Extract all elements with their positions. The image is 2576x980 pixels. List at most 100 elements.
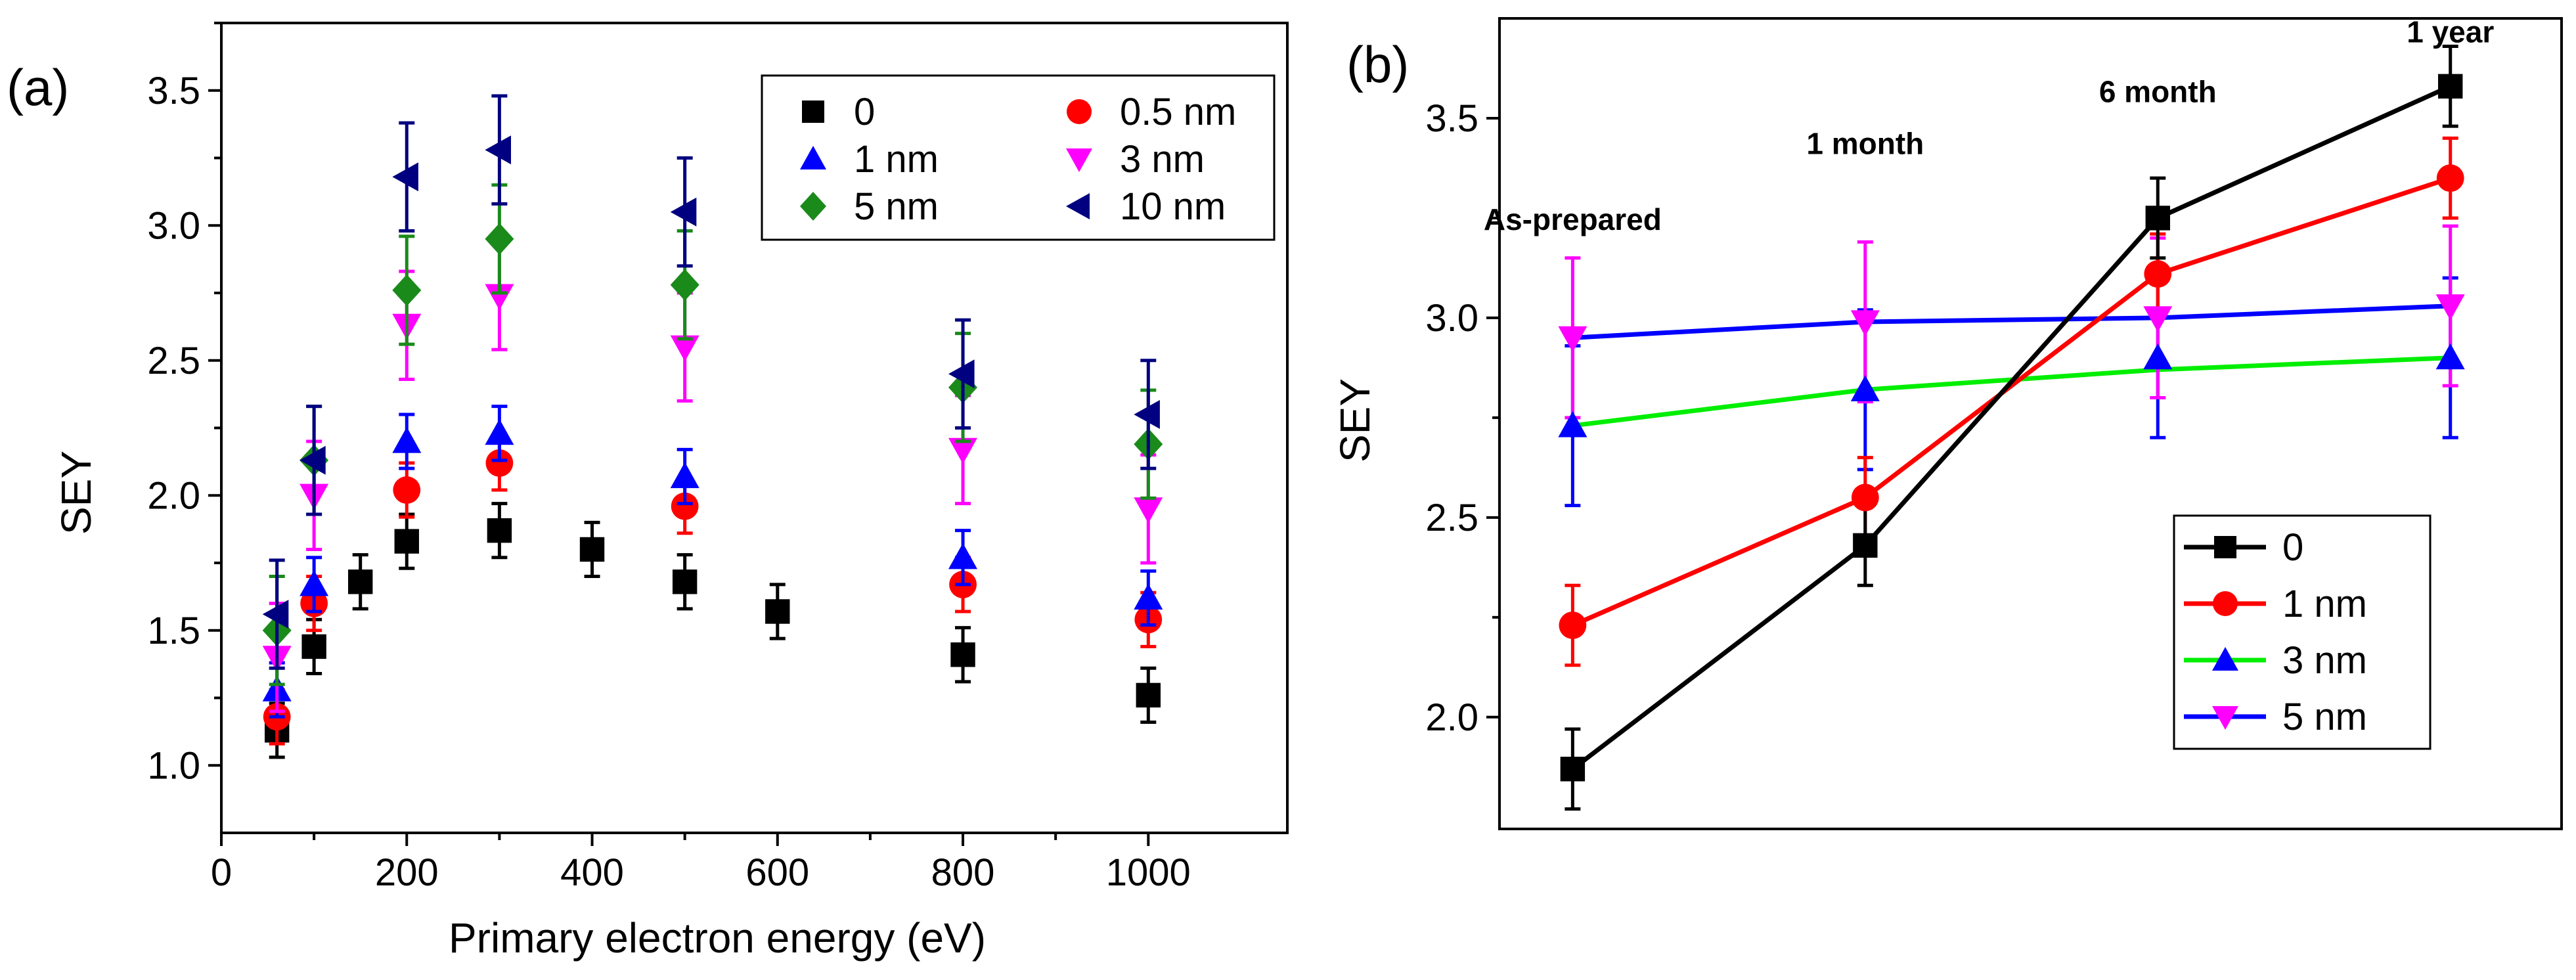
panel-b-data-point: [1850, 375, 1880, 401]
panel-a-y-tick-label: 3.5: [147, 70, 200, 112]
panel-b-legend-marker: [2212, 706, 2238, 730]
panel-a-x-tick-label: 400: [560, 851, 624, 894]
panel-b-series-line: [1572, 355, 2451, 428]
panel-a-data-point: [485, 449, 514, 477]
panel-b-data-point: [2143, 306, 2173, 332]
panel-b-series-line: [1571, 175, 2451, 628]
panel-a-x-tick-label: 0: [211, 851, 232, 894]
panel-a-series-4: [262, 183, 1163, 686]
panel-a-x-tick-label: 800: [931, 851, 995, 894]
panel-b-data-point: [1851, 483, 1879, 512]
panel-b-data-point: [2144, 260, 2172, 288]
panel-a-chart: (a) Primary electron energy (eV) SEY 0 20…: [7, 22, 1289, 962]
panel-a-data-point: [671, 492, 699, 520]
panel-b-legend-marker: [2213, 591, 2238, 616]
panel-b-y-axis-title: SEY: [1331, 378, 1379, 462]
panel-a-data-point: [1134, 400, 1160, 429]
panel-a-series-5: [262, 94, 1160, 670]
panel-a-legend-marker: [800, 192, 826, 221]
panel-a-data-point: [1136, 682, 1161, 708]
panel-a-data-point: [1134, 583, 1163, 610]
panel-b-annotation: As-prepared: [1484, 202, 1662, 236]
panel-a-series-0: [264, 502, 1161, 759]
panel-b-data-point: [1560, 757, 1586, 782]
panel-b-data-point: [2438, 74, 2463, 99]
panel-a-data-point: [300, 445, 326, 475]
panel-a-legend-marker: [800, 146, 826, 169]
panel-a-legend-box: [761, 74, 1276, 241]
panel-a-data-point: [765, 599, 790, 624]
panel-b-plot-frame: [1498, 17, 2563, 830]
panel-a-legend-marker: [1067, 99, 1092, 124]
panel-a-data-point: [301, 634, 326, 659]
panel-b-series-line: [1572, 303, 2451, 340]
panel-a-data-point: [485, 223, 514, 255]
panel-a-data-point: [392, 162, 418, 192]
panel-a-data-point: [950, 642, 975, 667]
panel-a-label: (a): [7, 58, 69, 116]
panel-a-data-point: [1134, 497, 1163, 523]
panel-a-legend-marker: [1066, 148, 1092, 172]
panel-a-x-tick-label: 600: [745, 851, 809, 894]
panel-b-legend-label: 0: [2282, 526, 2303, 569]
panel-b-data-point: [2435, 343, 2465, 370]
panel-a-data-point: [670, 335, 700, 362]
panel-b-legend-label: 3 nm: [2282, 639, 2367, 682]
panel-a-legend-label: 0.5 nm: [1120, 91, 1236, 133]
panel-a-data-point: [262, 600, 289, 629]
panel-a-data-point: [392, 427, 422, 453]
panel-b-legend-label: 1 nm: [2282, 583, 2367, 625]
panel-a-data-point: [948, 543, 977, 569]
panel-b-legend-marker: [2212, 647, 2238, 671]
panel-a-data-point: [948, 437, 977, 464]
panel-b-annotation: 1 month: [1806, 127, 1924, 161]
panel-b-data-point: [2435, 294, 2465, 321]
panel-a-legend-label: 10 nm: [1120, 185, 1226, 228]
panel-a-legend-label: 3 nm: [1120, 138, 1205, 181]
panel-b-series-line: [1571, 84, 2452, 771]
panel-a-data-point: [672, 569, 698, 594]
panel-a-y-tick-label: 1.0: [147, 744, 200, 787]
panel-a-x-axis-title: Primary electron energy (eV): [449, 914, 986, 962]
panel-a-legend-marker: [1066, 193, 1090, 219]
panel-b-y-tick-label: 2.0: [1425, 696, 1478, 739]
panel-b-data-point: [1558, 411, 1588, 437]
panel-b-label: (b): [1346, 35, 1409, 93]
panel-b-data-point: [1559, 612, 1587, 639]
panel-b-data-point: [1853, 533, 1878, 558]
panel-b-annotation: 6 month: [2099, 75, 2217, 109]
panel-a-data-point: [485, 284, 514, 311]
panel-a-data-point: [393, 476, 421, 504]
panel-a-y-tick-label: 3.0: [147, 204, 200, 247]
panel-b-legend-marker: [2214, 536, 2236, 558]
panel-a-data-point: [392, 274, 422, 307]
panel-b-y-tick-label: 3.5: [1425, 97, 1478, 140]
panel-a-data-point: [670, 197, 697, 227]
panel-a-series-2: [262, 405, 1163, 719]
panel-a-series-1: [263, 434, 1163, 746]
panel-a-data-point: [487, 518, 512, 543]
panel-a-y-tick-label: 1.5: [147, 610, 200, 652]
panel-a-data-point: [670, 269, 700, 301]
panel-a-series-3: [262, 240, 1163, 713]
panel-a-data-point: [670, 462, 700, 489]
panel-b-data-point: [2143, 343, 2173, 370]
panel-a-x-tick-label: 1000: [1106, 851, 1191, 894]
panel-a-data-point: [579, 537, 605, 562]
panel-b-annotation: 1 year: [2407, 14, 2494, 49]
panel-a-legend-label: 5 nm: [854, 185, 939, 228]
panel-a-y-tick-label: 2.5: [147, 340, 200, 382]
panel-b-data-point: [2145, 206, 2170, 231]
panel-b-data-point: [1850, 310, 1880, 336]
panel-a-data-point: [948, 359, 975, 389]
panel-a-legend-label: 0: [854, 91, 875, 133]
panel-a-y-axis-title: SEY: [53, 451, 100, 535]
panel-b-chart: (b) SEY 2.0 2.5 3.0 3.5 As-prepared 1 month 6 …: [1331, 14, 2563, 830]
panel-b-y-tick-label: 2.5: [1425, 497, 1478, 539]
panel-a-data-point: [485, 418, 514, 445]
panel-b-data-point: [2436, 164, 2464, 192]
panel-a-legend-label: 1 nm: [854, 138, 939, 181]
panel-a-data-point: [300, 569, 329, 596]
panel-a-data-point: [347, 569, 373, 594]
